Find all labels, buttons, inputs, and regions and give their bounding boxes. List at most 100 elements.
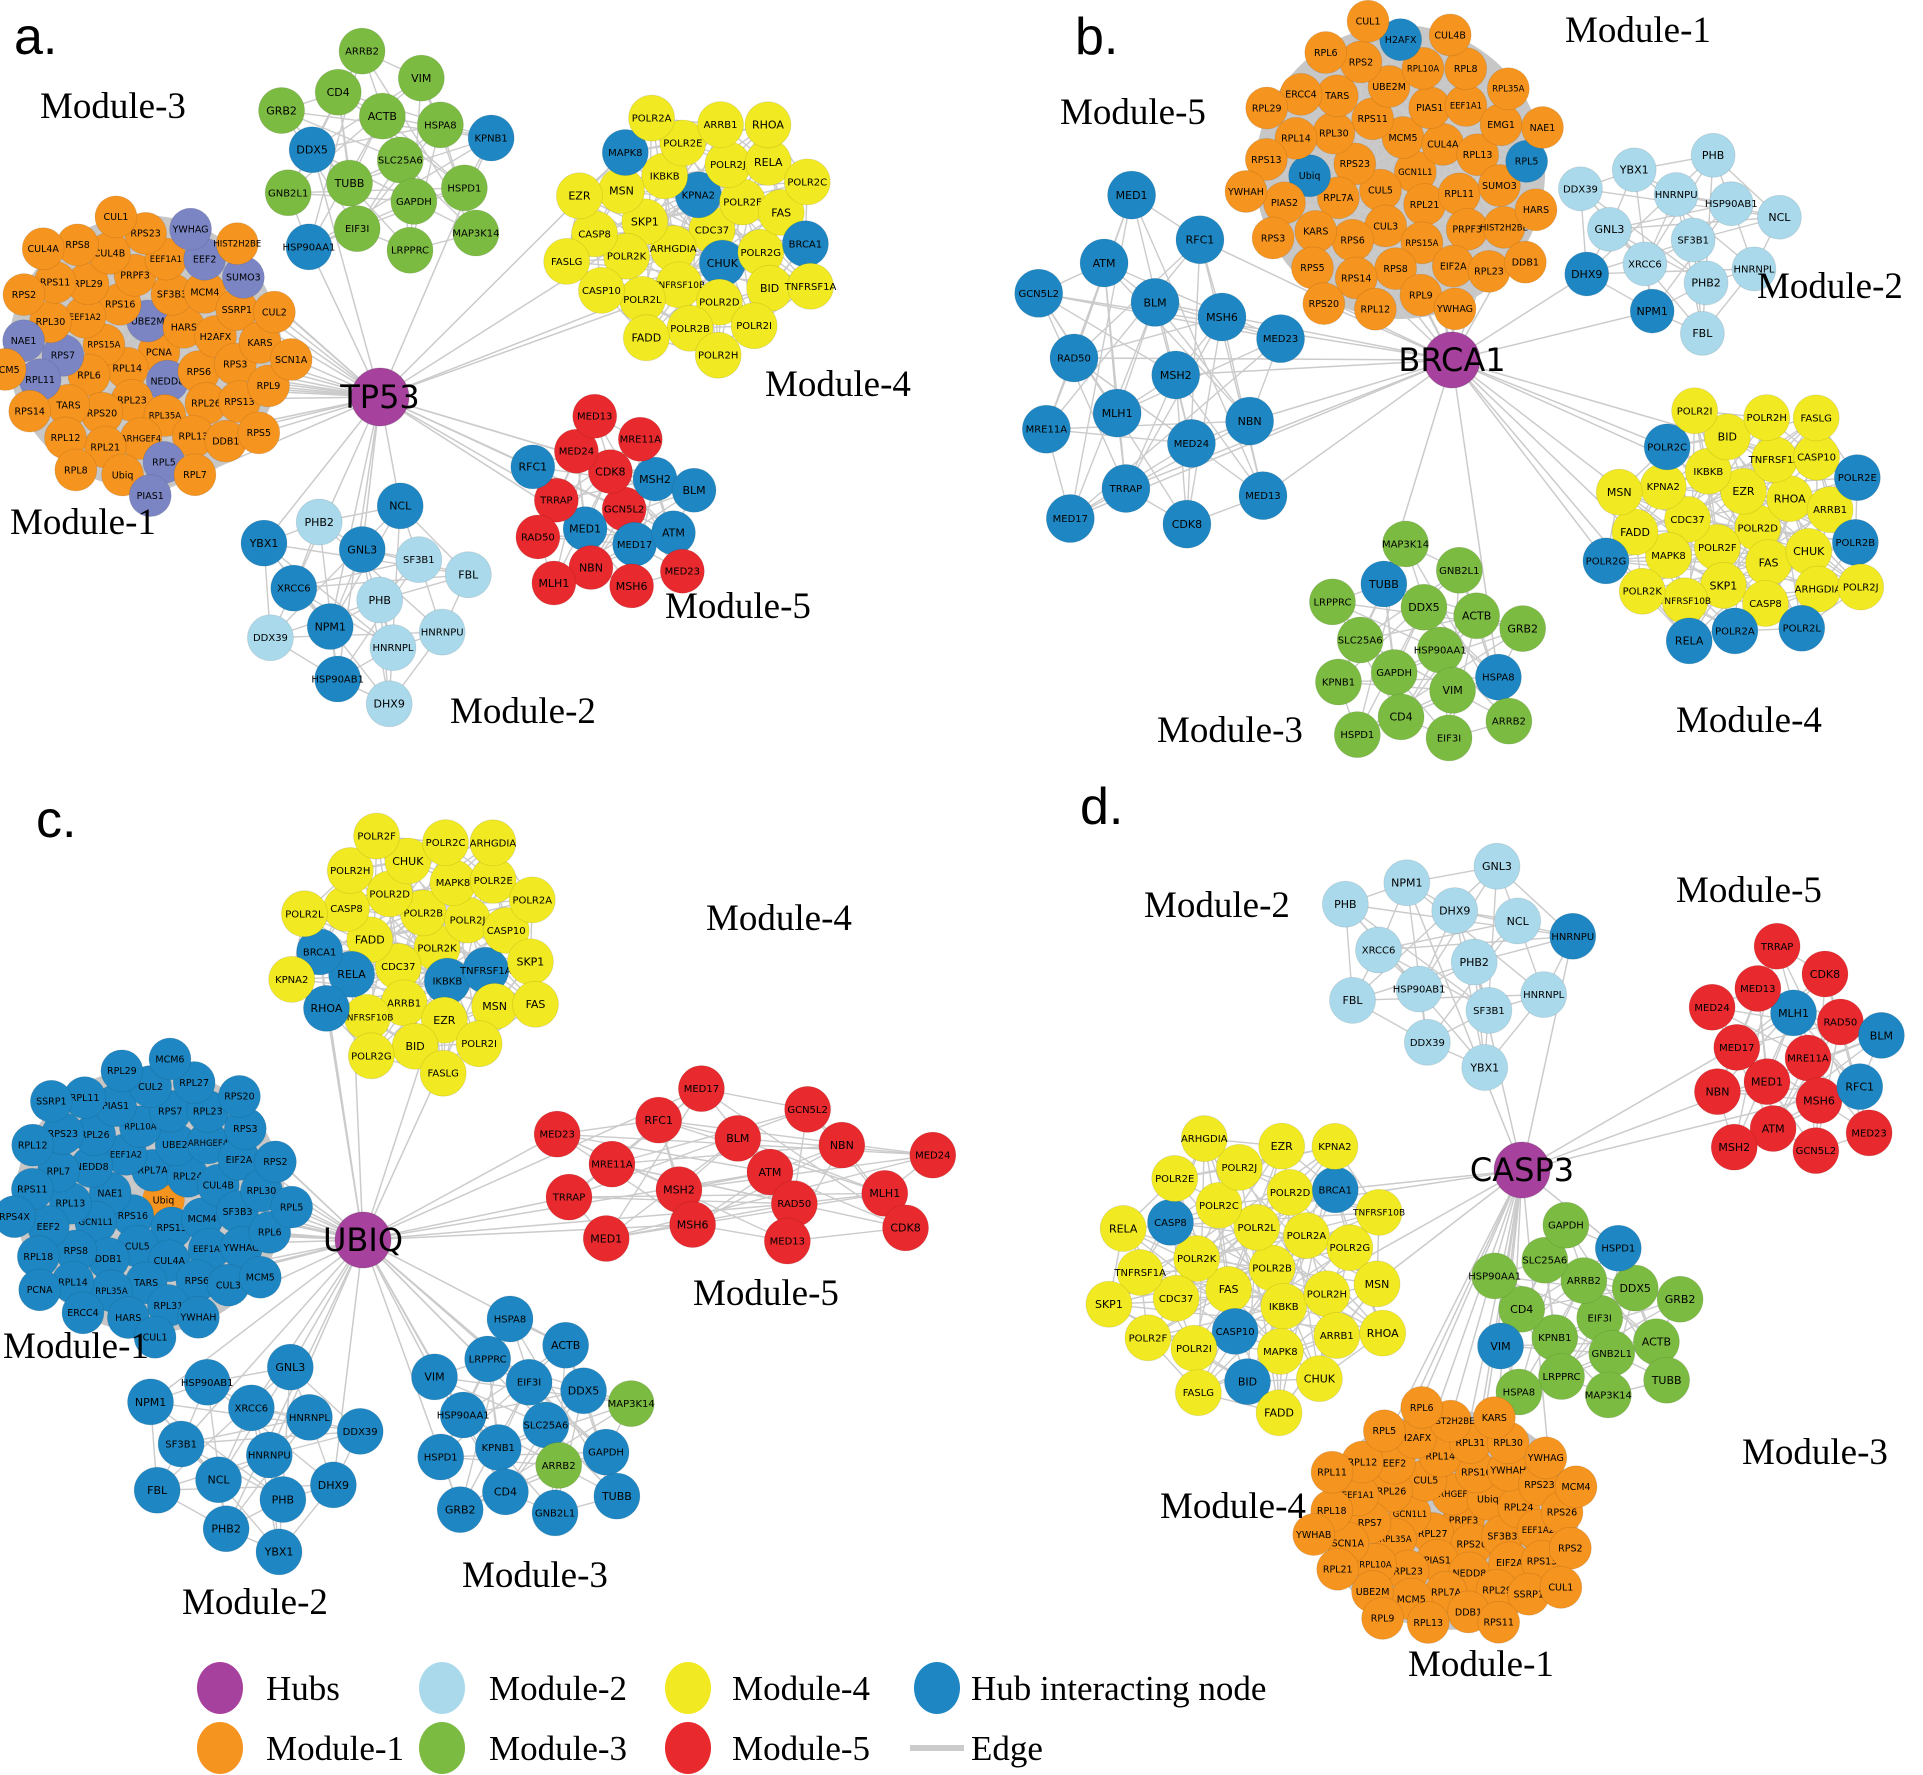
node-npm1[interactable]: [1629, 288, 1675, 334]
node-rpl6[interactable]: [1304, 31, 1348, 74]
node-fas[interactable]: [757, 189, 805, 236]
node-casp10[interactable]: [482, 907, 530, 954]
node-polr2g[interactable]: [1582, 537, 1630, 585]
node-mapk8[interactable]: [1256, 1327, 1304, 1375]
node-grb2[interactable]: [1656, 1275, 1704, 1323]
node-kpna2[interactable]: [1311, 1122, 1359, 1170]
node-ezr[interactable]: [420, 996, 468, 1044]
node-atm[interactable]: [1749, 1105, 1797, 1152]
node-arhgdia[interactable]: [1180, 1115, 1228, 1162]
node-rhoa[interactable]: [1359, 1309, 1407, 1357]
node-nbn[interactable]: [1225, 396, 1275, 446]
node-kars[interactable]: [1472, 1396, 1516, 1440]
node-dhx9[interactable]: [1431, 887, 1479, 935]
node-hspd1[interactable]: [417, 1433, 465, 1481]
node-rpl7a[interactable]: [1316, 176, 1360, 220]
node-gnl3[interactable]: [1587, 206, 1632, 252]
node-polr2k[interactable]: [603, 232, 650, 280]
node-mre11a[interactable]: [588, 1140, 636, 1188]
node-blm[interactable]: [671, 467, 717, 513]
node-msh2[interactable]: [1710, 1123, 1758, 1171]
node-hsp90ab1[interactable]: [1708, 181, 1754, 227]
node-ybx1[interactable]: [1461, 1044, 1509, 1091]
node-grb2[interactable]: [436, 1486, 484, 1534]
node-rps13[interactable]: [1244, 138, 1288, 181]
node-eif3i[interactable]: [1425, 714, 1473, 762]
node-rfc1[interactable]: [1836, 1063, 1884, 1111]
node-casp10[interactable]: [1211, 1308, 1259, 1355]
hub-node-brca1[interactable]: [1423, 331, 1481, 389]
node-polr2h[interactable]: [694, 331, 742, 379]
node-msn[interactable]: [1595, 468, 1643, 516]
node-rela[interactable]: [1099, 1205, 1147, 1252]
node-cul1[interactable]: [94, 195, 138, 239]
node-mcm5[interactable]: [238, 1255, 282, 1299]
node-casp8[interactable]: [1742, 580, 1789, 627]
node-polr2d[interactable]: [695, 278, 743, 326]
node-atm[interactable]: [1079, 238, 1129, 288]
node-tubb[interactable]: [1643, 1356, 1691, 1404]
node-npm1[interactable]: [1383, 859, 1431, 907]
node-gnl3[interactable]: [338, 526, 386, 573]
node-gnl3[interactable]: [266, 1343, 314, 1391]
node-sumo3[interactable]: [1478, 164, 1521, 207]
node-ubiq[interactable]: [1288, 154, 1331, 198]
node-cul4a[interactable]: [21, 227, 65, 271]
node-gapdh[interactable]: [582, 1428, 630, 1476]
node-polr2l[interactable]: [281, 890, 328, 938]
node-rpl29[interactable]: [1245, 86, 1289, 130]
node-mapk8[interactable]: [601, 129, 649, 176]
node-cul1[interactable]: [1346, 0, 1390, 43]
node-polr2g[interactable]: [347, 1032, 395, 1080]
node-rpl29[interactable]: [100, 1049, 144, 1093]
node-gcn5l2[interactable]: [1792, 1127, 1840, 1175]
node-fbl[interactable]: [133, 1466, 181, 1514]
node-fbl[interactable]: [444, 551, 492, 599]
node-ncl[interactable]: [195, 1456, 242, 1504]
node-arrb2[interactable]: [338, 27, 386, 75]
node-kpnb1[interactable]: [467, 114, 515, 162]
node-cdc37[interactable]: [1664, 495, 1711, 543]
node-sf3b1[interactable]: [1465, 987, 1513, 1034]
node-polr2i[interactable]: [1671, 387, 1719, 435]
node-hspd1[interactable]: [1594, 1224, 1642, 1272]
node-hnrnpu[interactable]: [1549, 912, 1597, 960]
node-polr2c[interactable]: [1643, 423, 1691, 471]
node-blm[interactable]: [1857, 1012, 1905, 1059]
node-rps5[interactable]: [237, 411, 281, 455]
node-hnrnpu[interactable]: [418, 608, 466, 656]
node-polr2e[interactable]: [1833, 454, 1881, 502]
node-hspd1[interactable]: [440, 164, 488, 212]
node-rps14[interactable]: [1334, 256, 1378, 300]
node-rpl13[interactable]: [1406, 1601, 1450, 1644]
node-hnrnpl[interactable]: [369, 624, 417, 672]
node-polr2l[interactable]: [1233, 1204, 1281, 1251]
node-dhx9[interactable]: [1564, 251, 1610, 297]
node-rela[interactable]: [328, 950, 375, 998]
node-ywhag[interactable]: [1524, 1436, 1568, 1480]
node-rps20[interactable]: [1302, 282, 1346, 326]
node-tnfrsf1a[interactable]: [1116, 1249, 1164, 1296]
node-hsp90aa1[interactable]: [439, 1391, 487, 1439]
node-med1[interactable]: [582, 1215, 630, 1262]
node-ncl[interactable]: [1757, 194, 1802, 240]
node-rps4x[interactable]: [0, 1195, 36, 1239]
node-phb2[interactable]: [202, 1505, 250, 1553]
node-phb[interactable]: [1690, 132, 1736, 178]
node-bid[interactable]: [1703, 413, 1751, 461]
node-ercc4[interactable]: [61, 1291, 105, 1335]
node-ncl[interactable]: [1494, 897, 1542, 945]
node-med23[interactable]: [533, 1110, 581, 1158]
node-polr2i[interactable]: [730, 302, 778, 350]
node-med24[interactable]: [1688, 983, 1736, 1031]
node-rfc1[interactable]: [1175, 215, 1225, 265]
node-nae1[interactable]: [1521, 106, 1564, 149]
node-rpl11[interactable]: [1310, 1450, 1354, 1494]
node-xrcc6[interactable]: [1622, 241, 1668, 287]
node-h2afx[interactable]: [1379, 18, 1423, 62]
node-rps11[interactable]: [1477, 1600, 1521, 1644]
node-med23[interactable]: [1845, 1109, 1893, 1157]
node-polr2h[interactable]: [1743, 394, 1791, 442]
node-mlh1[interactable]: [1092, 388, 1142, 438]
node-polr2g[interactable]: [1326, 1224, 1374, 1272]
